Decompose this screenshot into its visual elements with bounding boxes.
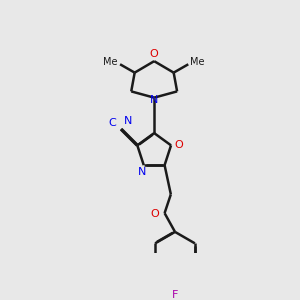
- Text: N: N: [150, 95, 158, 105]
- Text: Me: Me: [190, 57, 205, 67]
- Text: O: O: [150, 49, 158, 59]
- Text: C: C: [108, 118, 116, 128]
- Text: N: N: [124, 116, 132, 126]
- Text: O: O: [151, 209, 160, 219]
- Text: F: F: [172, 290, 178, 300]
- Text: O: O: [174, 140, 183, 150]
- Text: Me: Me: [103, 57, 118, 67]
- Text: N: N: [137, 167, 146, 178]
